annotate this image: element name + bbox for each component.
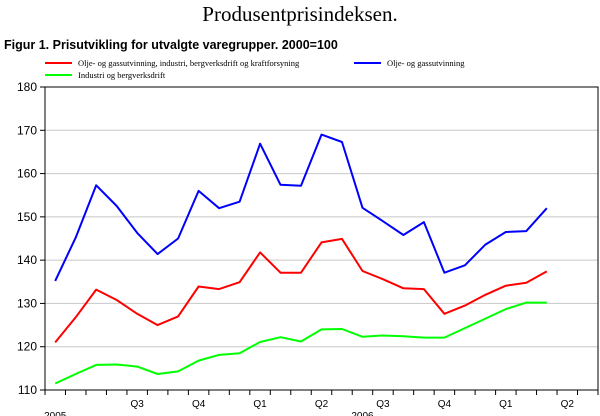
x-tick-label: Q1 [253, 399, 267, 410]
y-tick-label: 130 [17, 296, 37, 310]
y-axis-ticks: 110 120 130 140 150 160 170 180 [17, 80, 45, 397]
series-line-0 [54, 237, 548, 344]
y-tick-label: 160 [17, 167, 37, 181]
x-tick-label: 2005 [44, 411, 67, 416]
figure-title: Figur 1. Prisutvikling for utvalgte vare… [4, 38, 338, 52]
x-tick-label: Q1 [499, 399, 513, 410]
x-tick-label: Q3 [130, 399, 144, 410]
gridlines [45, 86, 598, 391]
x-tick-label: Q4 [192, 399, 206, 410]
y-tick-label: 150 [17, 210, 37, 224]
x-tick-label: Q2 [315, 399, 329, 410]
series-lines [54, 133, 548, 385]
x-axis-ticks: 2005Q3Q4Q1Q22006Q3Q4Q1Q2 [44, 390, 599, 416]
legend-label-1: Olje- og gassutvinning [387, 58, 465, 68]
x-tick-label: Q2 [561, 399, 575, 410]
series-line-1 [54, 133, 548, 282]
y-tick-label: 180 [17, 80, 37, 94]
x-tick-label: Q4 [438, 399, 452, 410]
legend-label-0: Olje- og gassutvinning, industri, bergve… [78, 58, 300, 68]
legend: Olje- og gassutvinning, industri, bergve… [45, 58, 465, 80]
plot-frame [44, 86, 599, 391]
series-line-2 [54, 301, 547, 385]
x-tick-label: 2006 [351, 411, 374, 416]
page-title: Produsentprisindeksen. [202, 2, 398, 26]
x-tick-label: Q3 [376, 399, 390, 410]
y-tick-label: 140 [17, 253, 37, 267]
y-tick-label: 120 [17, 340, 37, 354]
y-tick-label: 170 [17, 123, 37, 137]
legend-label-2: Industri og bergverksdrift [78, 70, 166, 80]
y-tick-label: 110 [18, 383, 37, 397]
